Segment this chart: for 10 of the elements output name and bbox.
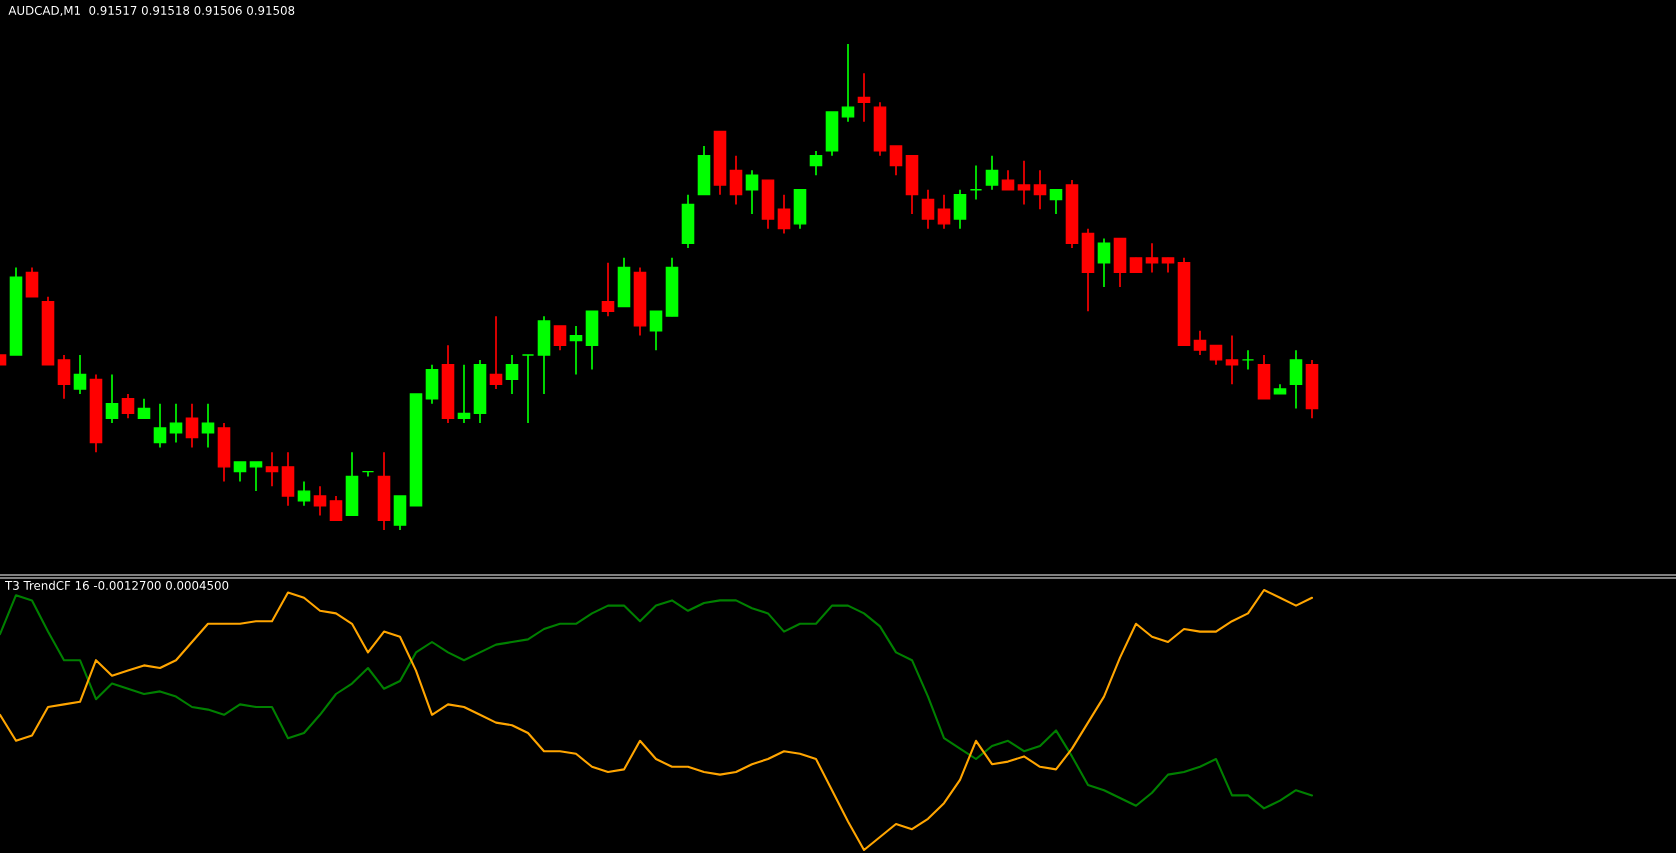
candlestick [1241, 349, 1255, 371]
candlestick [361, 470, 375, 478]
candlestick [521, 354, 535, 424]
chart-title: T3 TrendCF 16 -0.0012700 0.0004500 [4, 580, 229, 590]
candlestick [1129, 257, 1143, 274]
candlestick [969, 164, 983, 201]
candlestick [409, 393, 423, 507]
candlestick [249, 461, 263, 492]
chart-title: AUDCAD,M1 0.91517 0.91518 0.91506 0.91508 [8, 5, 295, 17]
candlestick [1273, 383, 1287, 395]
